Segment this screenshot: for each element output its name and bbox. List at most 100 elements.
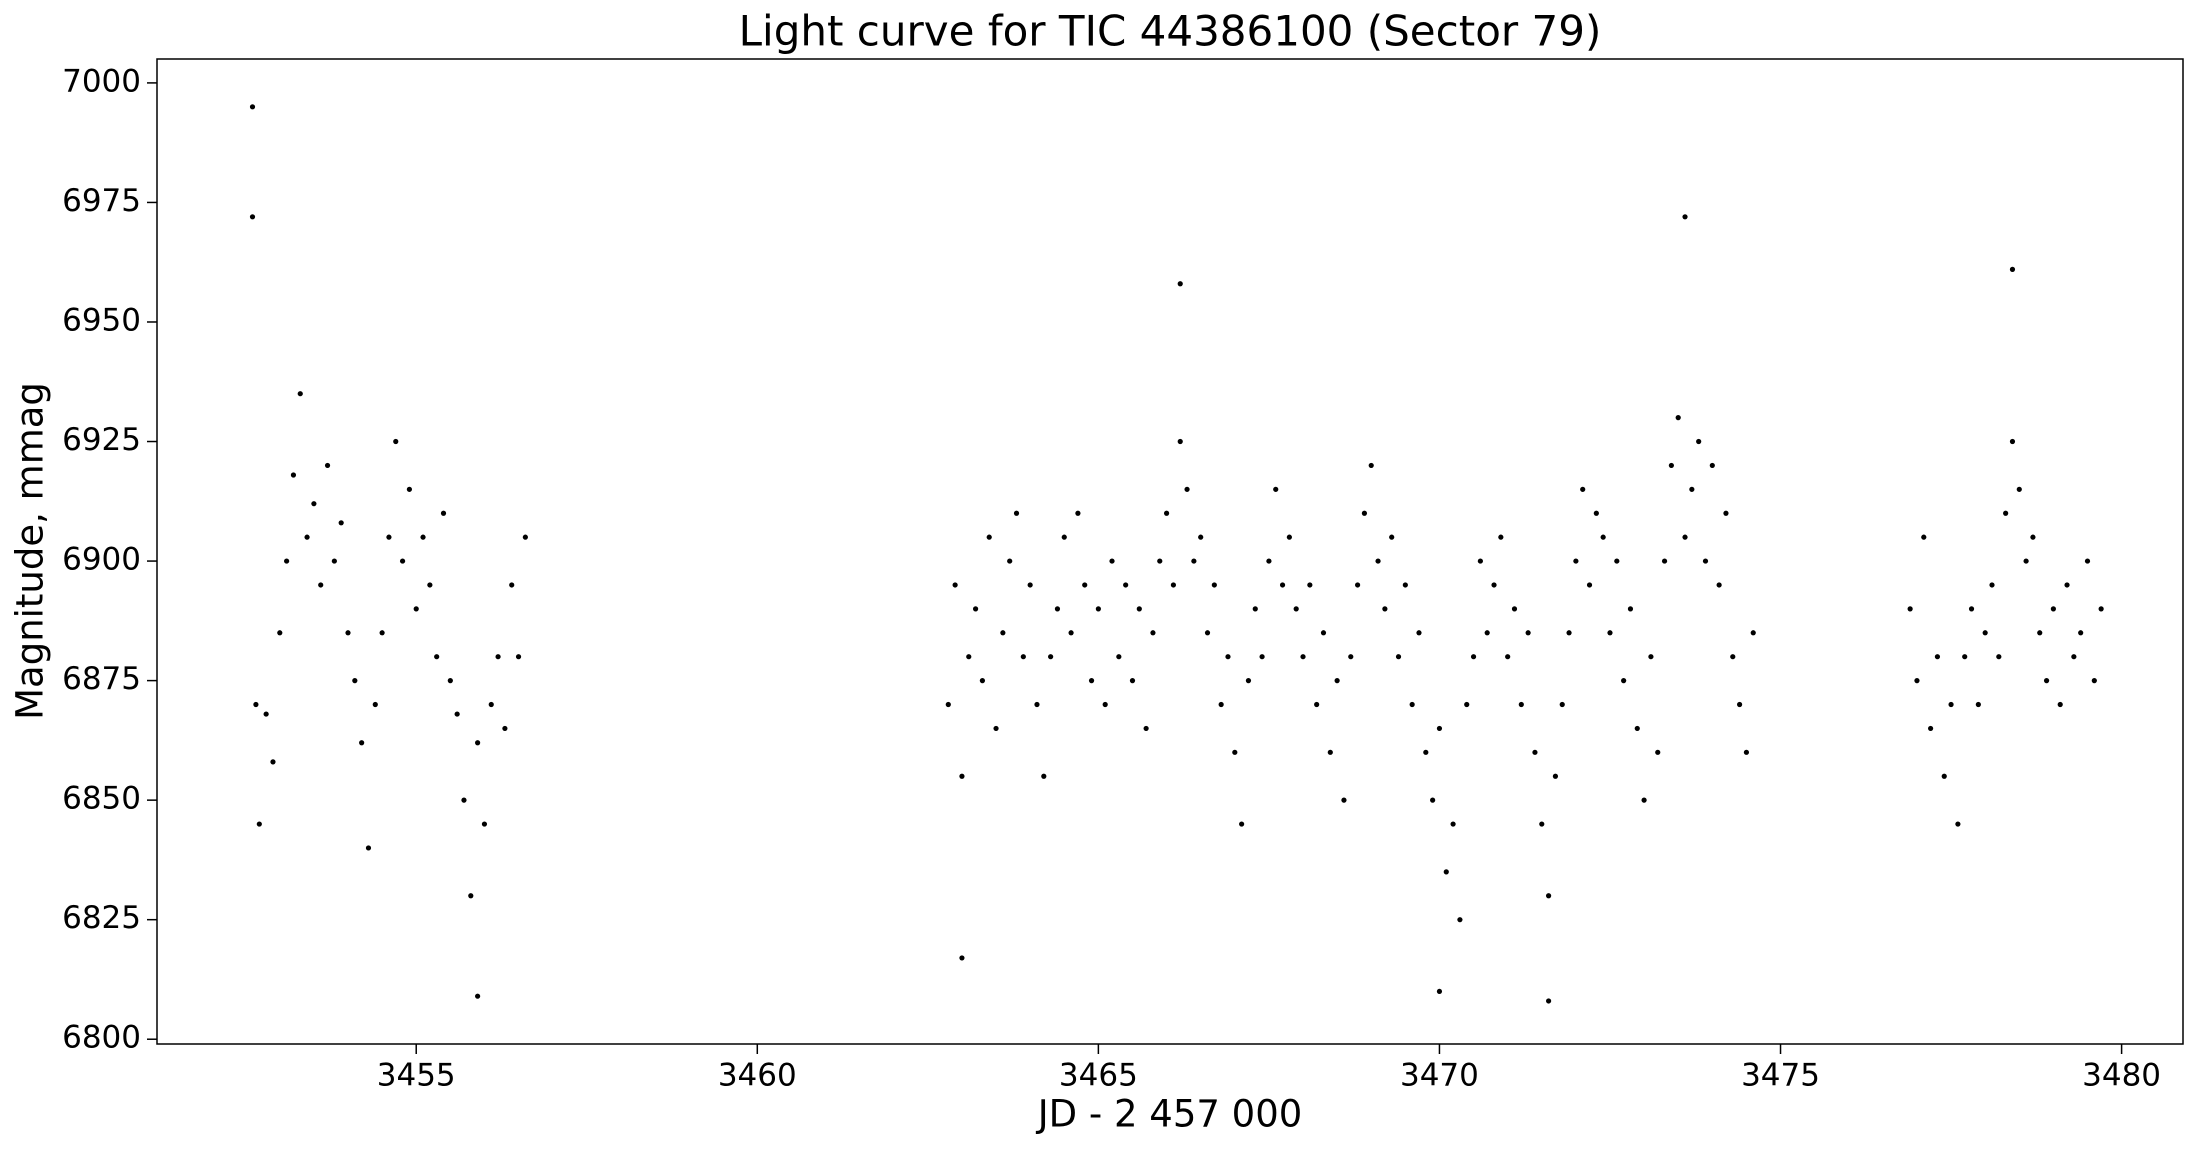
data-point — [2016, 486, 2022, 492]
data-point — [1914, 678, 1920, 684]
data-point — [1491, 582, 1497, 588]
data-point — [1989, 582, 1995, 588]
data-point — [959, 955, 965, 961]
data-point — [1607, 630, 1613, 636]
data-point — [1430, 797, 1436, 803]
data-point — [509, 582, 515, 588]
data-point — [1293, 606, 1299, 612]
data-point — [1477, 558, 1483, 564]
data-point — [1682, 534, 1688, 540]
data-point — [1634, 725, 1640, 732]
data-point — [1723, 510, 1729, 516]
data-point — [1286, 534, 1292, 540]
data-point — [359, 740, 365, 746]
data-point — [249, 104, 256, 110]
data-point — [406, 486, 412, 492]
data-point — [1600, 534, 1606, 540]
data-point — [1041, 773, 1047, 779]
y-tick-label: 6825 — [62, 900, 141, 936]
data-point — [434, 654, 440, 660]
data-point — [1416, 630, 1422, 636]
data-point — [2064, 582, 2070, 588]
data-point — [1709, 462, 1715, 469]
data-point — [986, 534, 992, 540]
data-point — [1320, 630, 1327, 636]
plot-frame — [156, 58, 2184, 1045]
y-tick-label: 6950 — [62, 302, 141, 338]
data-point — [1109, 558, 1115, 564]
data-point — [1184, 486, 1190, 492]
data-point — [1730, 654, 1736, 660]
x-tick-label: 3460 — [718, 1058, 797, 1094]
data-point — [1348, 654, 1354, 660]
y-tick-label: 6975 — [62, 183, 141, 219]
data-point — [386, 534, 392, 540]
data-point — [1593, 510, 1599, 516]
data-point — [2091, 678, 2097, 684]
data-point — [1511, 606, 1518, 612]
data-point — [420, 534, 426, 540]
data-point — [440, 510, 447, 516]
y-tick-label: 7000 — [62, 63, 141, 99]
data-point — [1314, 701, 1320, 708]
data-point — [345, 630, 351, 636]
data-point — [1525, 630, 1531, 636]
data-point — [1218, 701, 1224, 708]
data-point — [1975, 701, 1981, 708]
data-point — [1116, 654, 1122, 660]
data-point — [1007, 558, 1013, 564]
x-tick-label: 3455 — [377, 1058, 456, 1094]
data-point — [1211, 582, 1217, 588]
data-point — [1163, 510, 1170, 516]
data-point — [1661, 558, 1668, 564]
data-point — [297, 391, 303, 397]
data-point — [481, 821, 488, 827]
data-point — [1586, 582, 1593, 588]
data-point — [1389, 534, 1395, 540]
data-point — [324, 462, 331, 469]
data-point — [1177, 281, 1183, 287]
data-point — [1170, 582, 1177, 588]
data-point — [1375, 558, 1381, 564]
data-point — [1580, 486, 1586, 492]
x-tick-label: 3480 — [2082, 1058, 2161, 1094]
data-point — [399, 558, 406, 564]
y-tick-label: 6850 — [62, 781, 141, 817]
data-point — [488, 701, 494, 708]
data-point — [1054, 606, 1061, 612]
data-point — [1545, 998, 1552, 1004]
data-point — [502, 725, 508, 732]
data-point — [1498, 534, 1504, 540]
data-point — [1232, 749, 1238, 755]
data-point — [1996, 654, 2002, 660]
data-point — [1948, 701, 1954, 708]
data-point — [256, 821, 262, 827]
x-tick-label: 3470 — [1400, 1058, 1479, 1094]
data-point — [304, 534, 310, 540]
data-point — [952, 582, 958, 588]
data-point — [1075, 510, 1081, 516]
data-point — [311, 501, 317, 507]
data-point — [1088, 678, 1095, 684]
data-point — [1955, 821, 1961, 827]
data-point — [2037, 630, 2043, 636]
data-point — [1443, 869, 1449, 875]
data-point — [979, 678, 986, 684]
data-point — [515, 654, 522, 660]
data-point — [1300, 654, 1306, 660]
data-point — [1750, 630, 1756, 636]
data-point — [318, 582, 324, 588]
data-point — [1484, 630, 1490, 636]
data-point — [1928, 725, 1934, 732]
data-point — [1361, 510, 1368, 516]
data-point — [263, 711, 269, 717]
data-point — [1259, 654, 1265, 660]
data-point — [945, 701, 951, 708]
data-point — [1198, 534, 1204, 540]
data-point — [277, 630, 283, 636]
data-point — [1505, 654, 1511, 660]
data-point — [1436, 725, 1443, 732]
x-axis-label: JD - 2 457 000 — [1036, 1093, 1303, 1136]
data-point — [365, 845, 372, 851]
data-point — [1648, 654, 1654, 660]
